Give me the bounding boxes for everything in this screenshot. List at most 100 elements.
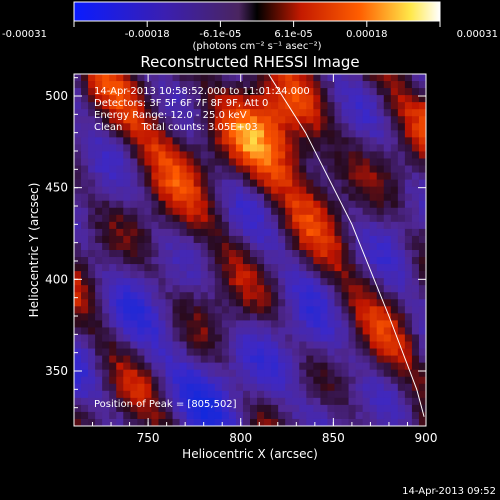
- heatmap-cell: [109, 418, 117, 426]
- heatmap-cell: [418, 144, 426, 152]
- heatmap-cell: [292, 397, 300, 406]
- heatmap-cell: [285, 158, 293, 166]
- heatmap-cell: [348, 200, 356, 209]
- heatmap-cell: [320, 144, 328, 152]
- heatmap-cell: [369, 299, 378, 307]
- heatmap-cell: [74, 404, 82, 413]
- heatmap-cell: [264, 109, 272, 117]
- heatmap-cell: [116, 362, 124, 370]
- heatmap-cell: [116, 327, 124, 335]
- heatmap-cell: [172, 320, 180, 328]
- heatmap-cell: [383, 334, 392, 342]
- heatmap-cell: [235, 123, 244, 131]
- heatmap-cell: [404, 109, 413, 117]
- heatmap-cell: [278, 306, 286, 314]
- heatmap-cell: [109, 116, 117, 124]
- heatmap-cell: [165, 271, 173, 279]
- heatmap-cell: [376, 376, 385, 385]
- heatmap-cell: [341, 74, 349, 82]
- heatmap-cell: [362, 348, 370, 356]
- heatmap-cell: [397, 165, 406, 173]
- heatmap-cell: [172, 186, 180, 194]
- heatmap-cell: [102, 116, 110, 124]
- heatmap-cell: [264, 327, 272, 335]
- heatmap-cell: [214, 404, 223, 413]
- heatmap-cell: [102, 186, 110, 194]
- heatmap-cell: [165, 397, 173, 406]
- heatmap-cell: [355, 397, 363, 406]
- heatmap-cell: [151, 88, 159, 96]
- heatmap-cell: [278, 348, 286, 356]
- heatmap-cell: [123, 411, 131, 420]
- heatmap-cell: [221, 200, 230, 209]
- heatmap-cell: [109, 123, 117, 131]
- heatmap-cell: [130, 383, 138, 392]
- heatmap-cell: [285, 313, 293, 321]
- heatmap-cell: [151, 123, 159, 131]
- heatmap-cell: [165, 74, 173, 82]
- heatmap-cell: [207, 228, 216, 237]
- heatmap-cell: [151, 313, 159, 321]
- heatmap-cell: [81, 390, 89, 399]
- heatmap-cell: [95, 264, 103, 272]
- heatmap-cell: [102, 207, 110, 216]
- heatmap-cell: [404, 235, 413, 244]
- heatmap-cell: [341, 264, 349, 272]
- heatmap-cell: [172, 165, 180, 173]
- heatmap-cell: [313, 390, 321, 399]
- heatmap-cell: [193, 334, 202, 342]
- heatmap-cell: [334, 165, 342, 173]
- heatmap-cell: [151, 102, 159, 110]
- heatmap-cell: [228, 116, 237, 124]
- heatmap-cell: [418, 158, 426, 166]
- heatmap-cell: [81, 165, 89, 173]
- heatmap-cell: [123, 285, 131, 293]
- heatmap-cell: [123, 320, 131, 328]
- heatmap-cell: [411, 369, 420, 378]
- heatmap-cell: [179, 362, 187, 370]
- heatmap-cell: [397, 313, 406, 321]
- heatmap-cell: [151, 242, 159, 251]
- heatmap-cell: [165, 200, 173, 209]
- heatmap-cell: [292, 95, 300, 103]
- heatmap-cell: [172, 278, 180, 286]
- heatmap-cell: [144, 327, 152, 335]
- heatmap-cell: [109, 235, 117, 244]
- heatmap-cell: [109, 158, 117, 166]
- heatmap-cell: [327, 207, 335, 216]
- heatmap-cell: [151, 221, 159, 230]
- heatmap-cell: [341, 271, 349, 279]
- heatmap-cell: [390, 404, 399, 413]
- x-axis: 750 800 850 900: [92, 74, 437, 445]
- heatmap-cell: [264, 102, 272, 110]
- heatmap-cell: [109, 74, 117, 82]
- heatmap-cell: [411, 341, 420, 349]
- heatmap-cell: [207, 320, 216, 328]
- heatmap-cell: [193, 137, 202, 145]
- heatmap-cell: [116, 242, 124, 251]
- heatmap-cell: [165, 250, 173, 258]
- heatmap-cell: [362, 144, 370, 152]
- heatmap-cell: [341, 221, 349, 230]
- heatmap-cell: [390, 299, 399, 307]
- heatmap-cell: [88, 242, 96, 251]
- heatmap-cell: [207, 242, 216, 251]
- heatmap-cell: [200, 292, 209, 300]
- heatmap-cell: [257, 278, 265, 286]
- colorbar: -0.00031 -0.00018 -6.1e-05 6.1e-05 0.00018 0.…: [2, 1, 498, 52]
- heatmap-cell: [306, 264, 314, 272]
- heatmap-cell: [271, 137, 279, 145]
- heatmap-cell: [186, 327, 194, 335]
- heatmap-cell: [221, 74, 230, 82]
- heatmap-cell: [369, 292, 378, 300]
- heatmap-cell: [242, 397, 251, 406]
- heatmap-cell: [404, 264, 413, 272]
- heatmap-cell: [228, 88, 237, 96]
- heatmap-cell: [179, 242, 187, 251]
- heatmap-cell: [109, 362, 117, 370]
- heatmap-cell: [95, 376, 103, 385]
- heatmap-cell: [221, 221, 230, 230]
- peak-marker: [247, 89, 253, 95]
- heatmap-cell: [250, 228, 258, 237]
- heatmap-cell: [257, 116, 265, 124]
